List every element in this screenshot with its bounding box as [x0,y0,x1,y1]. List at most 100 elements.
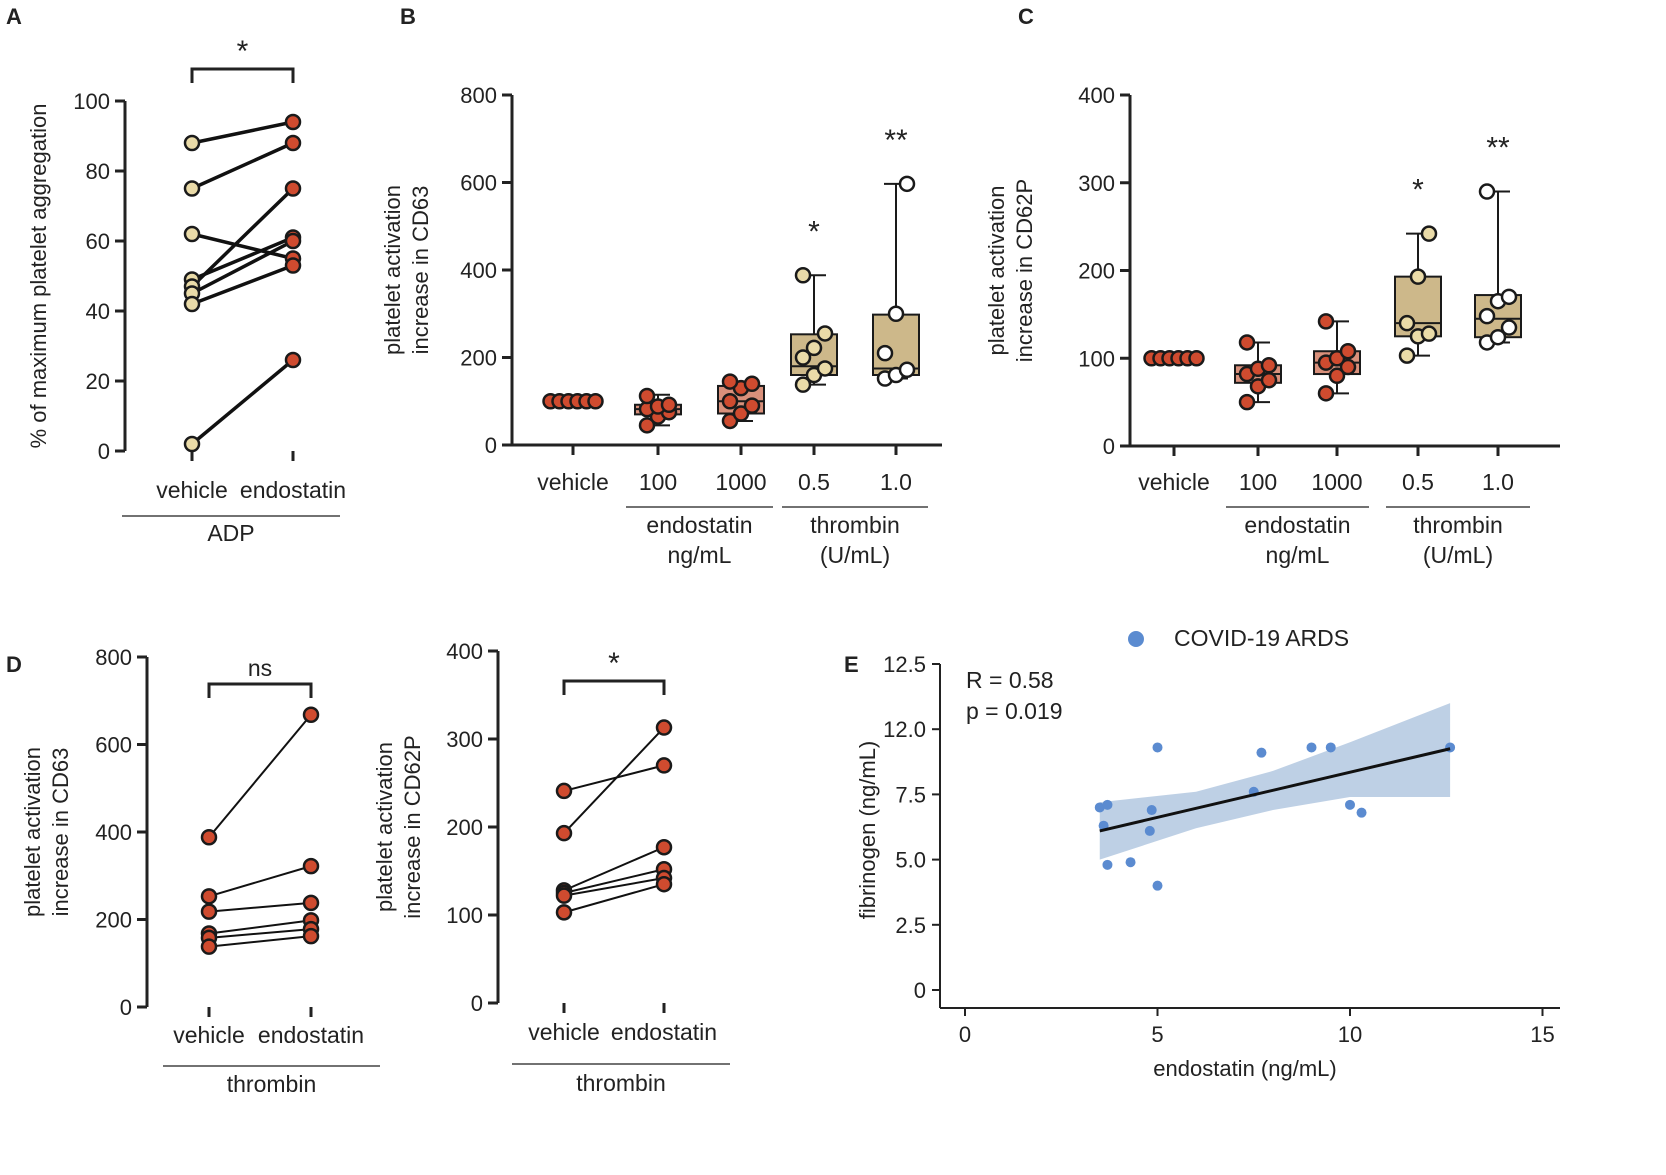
panel-e-chart: 0 2.5 5.0 7.5 12.0 12.5 0 5 10 15 endostatin (ng/m… [855,625,1560,1081]
e-data-point [1325,742,1336,753]
c-data-point [1238,393,1256,411]
d1-data-point [200,829,218,846]
e-data-point [1152,880,1163,891]
e-data-point [1306,742,1317,753]
panel-label-b: B [400,4,416,29]
e-x-axis-label: endostatin (ng/mL) [1153,1056,1336,1081]
e-legend-marker [1128,631,1144,647]
b-data-point [794,349,812,366]
b-y-axis-label: platelet activation [380,185,405,355]
d2-pair-line [563,877,665,897]
panel-c-chart: 0 100 200 300 400 platelet activation increase… [984,83,1560,568]
d2-y-axis-label: platelet activation [372,742,397,912]
c-data-point [1420,225,1438,242]
b-data-point [732,405,750,422]
c-y-tick-label: 400 [1078,83,1115,108]
d1-pair-line [208,935,312,948]
b-x-tick-label: 100 [639,469,677,495]
d2-pair-line [563,764,665,792]
c-data-point [1339,342,1357,360]
d1-y-axis-label: platelet activation [20,747,45,917]
d1-data-point [302,857,320,875]
a-data-point [284,113,302,131]
c-x-tick-label: vehicle [1138,469,1210,495]
c-data-point [1260,357,1278,374]
a-data-point [183,134,201,152]
b-data-point [898,175,916,193]
b-data-point [876,344,894,362]
e-data-point [1102,859,1113,870]
e-y-tick-label: 2.5 [895,913,926,938]
e-data-point [1356,807,1367,818]
c-data-point [1339,358,1357,376]
d2-y-tick-label: 100 [446,903,483,928]
d1-significance-label: ns [248,655,272,681]
a-pair-line [190,358,295,446]
panel-d-cd63-chart: 0 200 400 600 800 platelet activation increase… [20,645,380,1097]
a-data-point [284,257,302,274]
e-confidence-band [1099,703,1451,860]
panel-b-chart: 0 200 400 600 800 platelet activation increase… [380,83,942,568]
d1-data-point [200,888,218,905]
d1-data-point [302,927,320,945]
d2-y-tick-label: 0 [471,991,483,1016]
d1-data-point [200,938,218,955]
d1-y-tick-label: 0 [120,995,132,1020]
d1-y-tick-label: 200 [95,908,132,933]
b-group-label: endostatin [646,512,752,538]
panel-d-cd62p-chart: 0 100 200 300 400 platelet activation increase… [372,639,730,1096]
d1-pair-line [208,928,312,939]
d1-x-tick-label: vehicle [173,1022,245,1048]
b-x-tick-label: 1.0 [880,469,912,495]
d2-data-point [655,838,673,856]
b-data-point [721,393,739,410]
d1-y-axis-label: increase in CD63 [48,748,73,917]
a-y-tick-label: 40 [86,299,110,324]
c-data-point [1409,268,1427,285]
b-data-point [743,397,761,414]
d1-data-point [302,894,320,912]
c-y-tick-label: 300 [1078,171,1115,196]
b-data-point [638,387,656,405]
a-data-point [183,180,201,197]
d2-pair-line [563,868,665,894]
d2-data-point [555,824,573,842]
b-y-tick-label: 800 [460,83,497,108]
b-significance-label: * [808,215,820,248]
b-y-tick-label: 200 [460,346,497,371]
e-data-point [1152,742,1163,753]
d1-pair-line [208,865,312,898]
b-x-tick-label: 1000 [715,469,766,495]
d2-pair-line [563,883,665,914]
c-y-axis-label: platelet activation [984,186,1009,356]
b-significance-label: ** [884,124,908,157]
b-y-axis-label: increase in CD63 [408,186,433,355]
d1-y-tick-label: 400 [95,820,132,845]
e-data-point [1256,747,1267,758]
a-x-tick-label: endostatin [240,477,346,503]
b-y-tick-label: 600 [460,171,497,196]
e-x-tick-label: 10 [1338,1022,1362,1047]
panel-label-a: A [6,4,22,29]
e-x-tick-label: 15 [1530,1022,1554,1047]
c-x-tick-label: 1.0 [1482,469,1514,495]
b-data-point [805,339,823,357]
d2-significance-bracket [562,679,666,695]
a-y-axis-label: % of maximum platelet aggregation [26,104,51,449]
a-y-tick-label: 0 [98,439,110,464]
a-significance-label: * [237,35,249,68]
c-y-tick-label: 100 [1078,346,1115,371]
d1-pair-line [208,714,312,838]
a-group-label: ADP [207,520,254,546]
e-annotation: p = 0.019 [966,698,1063,724]
a-data-point [284,180,302,197]
a-data-point [183,295,201,313]
d2-data-point [555,887,573,904]
panel-a-chart: 0 20 40 60 80 100 % of maximum platelet aggreg… [26,35,346,546]
c-x-tick-label: 0.5 [1402,469,1434,495]
c-data-point [1328,367,1346,385]
d2-x-tick-label: endostatin [611,1019,717,1045]
b-data-point [743,375,761,392]
a-pair-line [191,232,294,261]
e-data-point [1144,825,1155,836]
